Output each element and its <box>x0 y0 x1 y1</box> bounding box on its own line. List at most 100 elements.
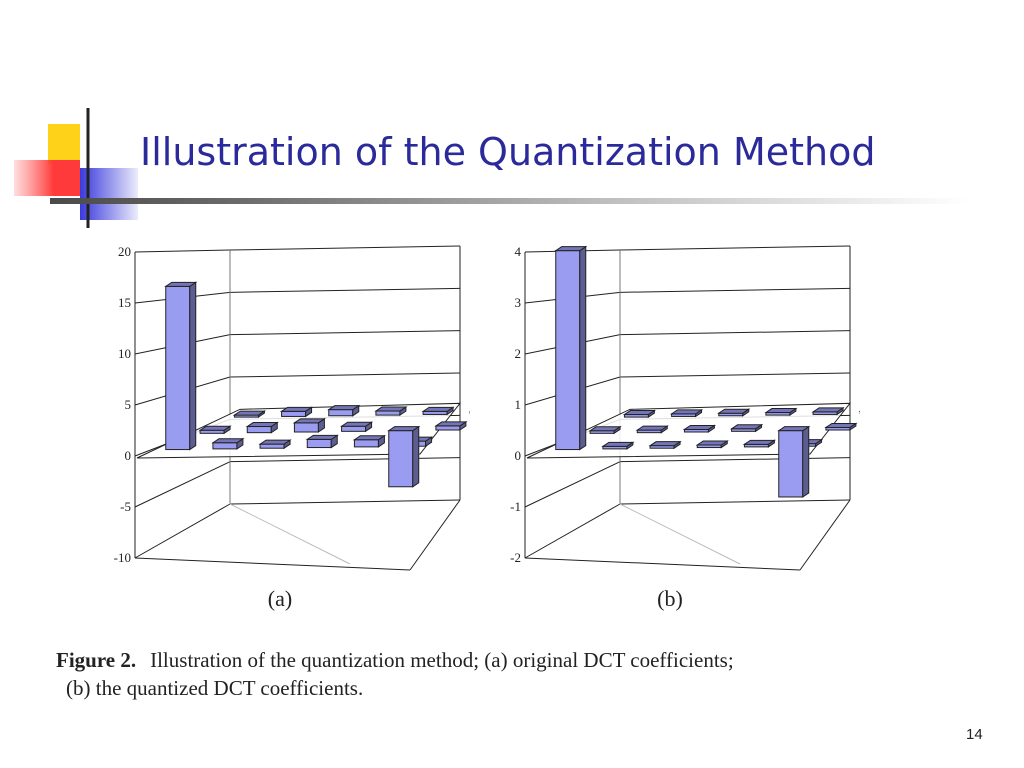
bar-top <box>601 441 635 447</box>
gridline-left <box>524 503 621 559</box>
bar-front <box>778 430 804 498</box>
bar-r1-c5 <box>824 422 858 431</box>
chart-plot-area: 20 15 10 5 0 -5 -10 <box>114 244 470 571</box>
y-tick-label: -5 <box>120 499 131 514</box>
bar-r0-c0 <box>554 245 588 451</box>
bar-side <box>579 245 587 451</box>
bar-r2-c3 <box>374 406 408 417</box>
y-tick-label: 1 <box>515 397 522 412</box>
caption-line-2: (b) the quantized DCT coefficients. <box>66 676 364 700</box>
bar-r1-c2 <box>292 417 327 433</box>
bar-top <box>421 406 455 412</box>
bar-front <box>165 285 191 451</box>
bar-top <box>232 410 267 416</box>
bar-top <box>279 406 314 412</box>
bar-r1-c3 <box>729 423 764 433</box>
bar-front <box>388 430 414 488</box>
floor-front-edge <box>524 557 801 571</box>
bar-front <box>212 442 238 450</box>
gridline-back <box>619 457 851 463</box>
figure-label: Figure 2. <box>56 648 137 672</box>
bar-front <box>435 425 461 431</box>
floor-front-edge <box>134 557 411 571</box>
bar-r0-c3 <box>305 434 339 449</box>
bar-top <box>648 441 682 447</box>
gridline-left <box>134 503 231 559</box>
gridline-back <box>229 330 461 336</box>
bar-r2-c4 <box>421 406 455 416</box>
bar-top <box>305 434 339 440</box>
y-tick-label: -10 <box>114 550 131 565</box>
bar-r1-c0 <box>588 425 622 435</box>
bar-r2-c3 <box>764 407 798 417</box>
chart-a-svg: 20 15 10 5 0 -5 -10 (a) <box>114 244 470 611</box>
chart-plot-area: 4 3 2 1 0 -1 -2 <box>510 244 860 571</box>
bar-top <box>434 421 468 427</box>
y-tick-label: 10 <box>118 346 131 361</box>
bar-front <box>328 409 354 417</box>
bar-top <box>588 426 622 432</box>
bar-side <box>412 425 420 488</box>
bar-top <box>764 408 798 414</box>
gridline-back <box>619 499 851 505</box>
bar-r1-c0 <box>198 425 232 435</box>
bar-top <box>669 409 704 415</box>
y-tick-label: 0 <box>125 448 132 463</box>
y-tick-label: 4 <box>515 244 522 259</box>
chart-original-dct: 20 15 10 5 0 -5 -10 (a) <box>100 240 470 620</box>
bar-r0-c1 <box>211 437 245 450</box>
bar-side <box>802 425 810 498</box>
gridline-back <box>619 287 851 293</box>
bar-r2-c4 <box>811 406 845 416</box>
gridline-back <box>619 372 851 378</box>
bar-r1-c1 <box>245 421 279 434</box>
bar-top <box>352 435 387 441</box>
slide-title: Illustration of the Quantization Method <box>140 130 876 174</box>
bar-r2-c2 <box>717 408 751 417</box>
bar-top <box>554 246 588 252</box>
bar-top <box>717 408 751 414</box>
y-tick-label: 20 <box>118 244 131 259</box>
page-number: 14 <box>966 726 983 743</box>
bar-front <box>375 410 401 416</box>
bar-r1-c1 <box>635 425 669 434</box>
bar-r0-c2 <box>258 439 292 450</box>
bar-r2-c0 <box>232 410 267 419</box>
gridline-left <box>524 461 621 508</box>
bar-front <box>246 426 272 434</box>
bar-top <box>824 422 858 428</box>
y-tick-label: 0 <box>515 448 522 463</box>
bar-r2-c0 <box>622 409 657 419</box>
bar-top <box>777 426 811 432</box>
bar-top <box>622 410 657 416</box>
bar-r0-c2 <box>648 440 682 450</box>
bar-top <box>198 425 232 431</box>
y-tick-label: -1 <box>510 499 521 514</box>
floor-inner-line <box>619 503 741 565</box>
chart-subtitle: (a) <box>268 586 292 611</box>
y-tick-label: 3 <box>515 295 522 310</box>
bar-r2-c2 <box>327 404 361 417</box>
gridline-back <box>229 499 461 505</box>
bar-front <box>306 438 332 449</box>
bar-top <box>327 405 361 411</box>
bar-front <box>259 443 285 449</box>
y-tick-label: 2 <box>515 346 522 361</box>
chart-subtitle: (b) <box>657 586 683 611</box>
bar-r0-c4 <box>742 439 777 448</box>
bar-r1-c4 <box>777 425 811 498</box>
bar-r2-c1 <box>669 408 704 418</box>
y-tick-label: 5 <box>125 397 132 412</box>
chart-b-svg: 4 3 2 1 0 -1 -2 (b) <box>510 244 860 611</box>
bar-front <box>281 410 307 417</box>
gridline-back <box>229 372 461 378</box>
gridline-back <box>229 245 461 251</box>
gridline-left <box>134 249 231 253</box>
title-divider <box>50 198 970 204</box>
bar-r1-c5 <box>434 420 468 431</box>
bar-front <box>341 425 367 432</box>
bar-top <box>682 424 717 430</box>
y-tick-label: 15 <box>118 295 131 310</box>
floor-right-edge <box>409 499 461 571</box>
caption-line-1: Illustration of the quantization method;… <box>150 648 734 672</box>
